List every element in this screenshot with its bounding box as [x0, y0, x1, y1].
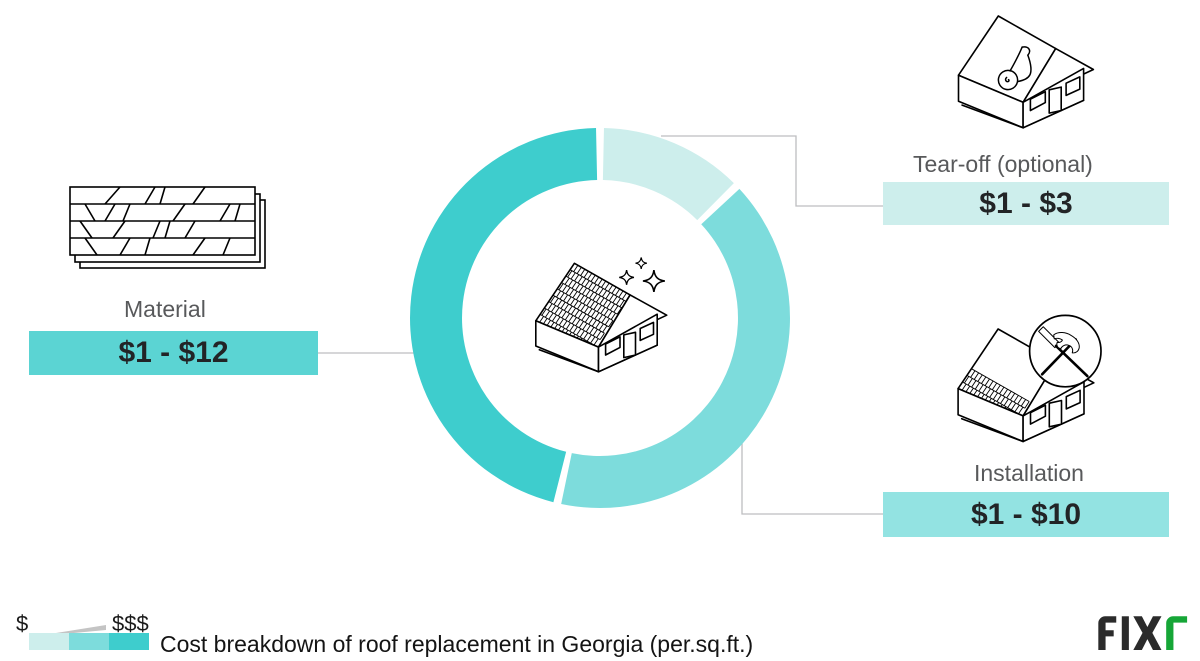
svg-text:$: $: [16, 611, 28, 636]
